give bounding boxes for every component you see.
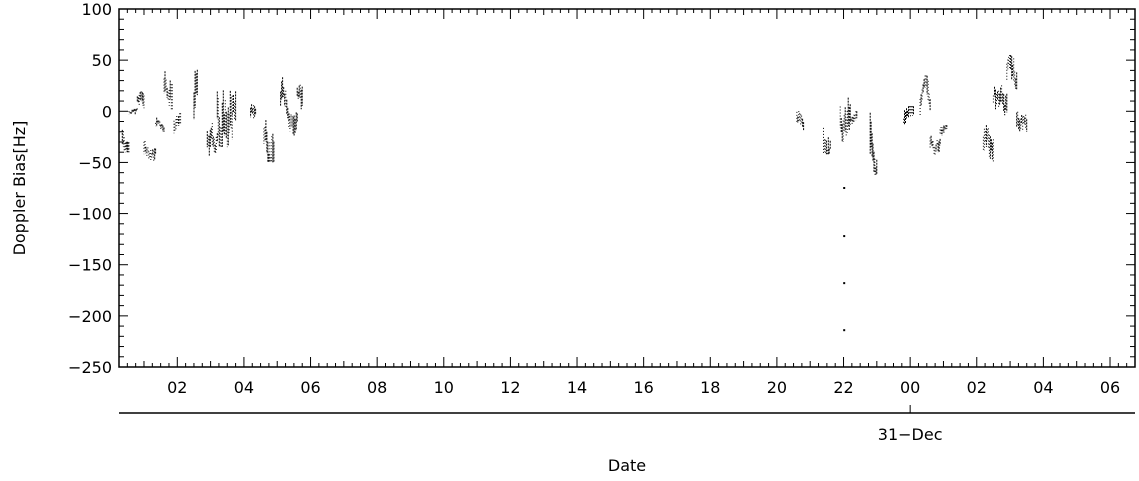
- x-tick-label: 12: [500, 378, 520, 397]
- x-axis-title: Date: [608, 456, 646, 475]
- data-segment: [206, 123, 218, 156]
- data-segment: [992, 85, 1008, 116]
- outlier-point: [843, 329, 846, 332]
- x-tick-label: 08: [367, 378, 387, 397]
- data-segment: [128, 108, 138, 116]
- data-segment: [173, 113, 182, 134]
- x-tick-label: 16: [633, 378, 653, 397]
- y-axis-title: Doppler Bias[Hz]: [10, 121, 29, 256]
- y-tick-label: −200: [68, 307, 112, 326]
- data-segment: [869, 112, 878, 175]
- y-tick-label: −50: [78, 153, 112, 172]
- x-tick-label: 02: [167, 378, 187, 397]
- data-segment: [121, 129, 130, 153]
- x-tick-label: 10: [434, 378, 454, 397]
- x-tick-label: 06: [1100, 378, 1120, 397]
- data-segment: [939, 125, 948, 136]
- y-tick-label: 50: [92, 51, 112, 70]
- data-segment: [296, 84, 303, 110]
- x-tick-label: 04: [1033, 378, 1053, 397]
- x-tick-label: 04: [234, 378, 254, 397]
- x-tick-label: 18: [700, 378, 720, 397]
- data-points: [121, 55, 1028, 332]
- x-tick-labels: 02 04 06 08 10 12 14 16 18 20 22 00 02 04 06: [167, 378, 1120, 397]
- y-tick-label: 100: [81, 0, 112, 19]
- data-segment: [263, 120, 275, 163]
- outlier-point: [843, 282, 846, 285]
- x-tick-label: 14: [567, 378, 587, 397]
- data-segment: [1016, 111, 1028, 133]
- data-segment: [919, 75, 931, 117]
- y-tick-label: −250: [68, 358, 112, 377]
- data-segment: [823, 127, 831, 155]
- data-segment: [136, 91, 145, 109]
- data-segment: [849, 111, 858, 126]
- data-segment: [193, 69, 198, 120]
- y-tick-label: −150: [68, 256, 112, 275]
- y-tick-label: 0: [102, 102, 112, 121]
- data-segment: [216, 90, 233, 148]
- x-tick-label: 20: [767, 378, 787, 397]
- x-tick-label: 02: [967, 378, 987, 397]
- plot-frame: [118, 8, 1136, 368]
- date-labels: 31−Dec: [878, 405, 943, 444]
- data-segment: [903, 106, 914, 126]
- y-tick-labels: 100 50 0 −50 −100 −150 −200 −250: [68, 0, 112, 377]
- data-segment: [288, 112, 298, 137]
- y-tick-label: −100: [68, 205, 112, 224]
- data-segment: [796, 111, 805, 131]
- data-segment: [231, 91, 237, 121]
- data-segment: [1006, 55, 1018, 90]
- data-segment: [839, 97, 851, 142]
- data-segment: [250, 104, 257, 121]
- data-segment: [155, 117, 165, 132]
- outlier-point: [843, 187, 846, 189]
- date-label: 31−Dec: [878, 425, 943, 444]
- data-segment: [143, 141, 157, 162]
- data-segment: [163, 71, 173, 111]
- axis-ticks: [118, 8, 1136, 368]
- x-tick-label: 06: [300, 378, 320, 397]
- x-tick-label: 22: [833, 378, 853, 397]
- outlier-point: [843, 235, 846, 238]
- data-segment: [280, 77, 290, 122]
- data-segment: [929, 135, 941, 157]
- x-tick-label: 00: [900, 378, 920, 397]
- data-segment: [982, 125, 994, 163]
